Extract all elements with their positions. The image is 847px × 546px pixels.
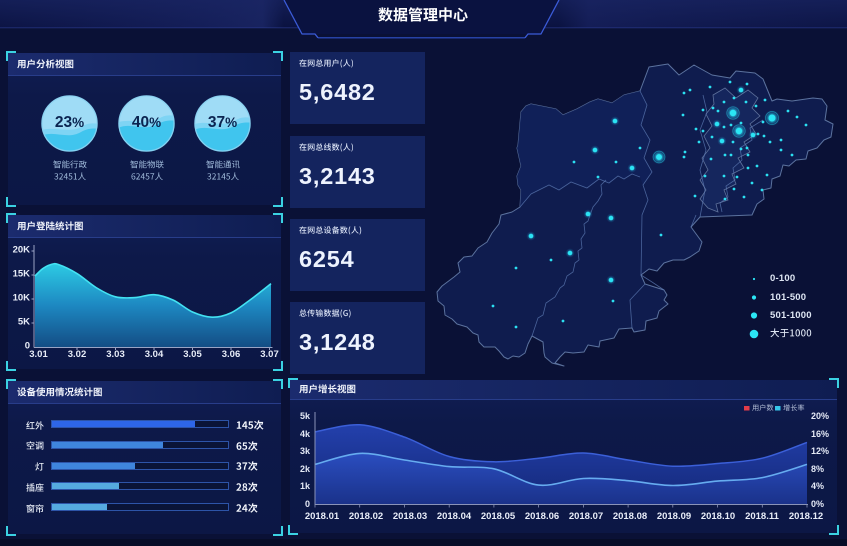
svg-text:2018.11: 2018.11 — [745, 511, 780, 522]
svg-text:3.02: 3.02 — [68, 349, 87, 360]
svg-text:4%: 4% — [811, 481, 824, 491]
svg-text:0%: 0% — [811, 499, 824, 509]
svg-text:8%: 8% — [811, 464, 824, 474]
svg-text:3k: 3k — [300, 446, 311, 456]
svg-text:20%: 20% — [811, 411, 829, 421]
svg-text:2018.08: 2018.08 — [613, 511, 647, 522]
svg-text:2018.02: 2018.02 — [349, 511, 383, 522]
svg-text:5k: 5k — [300, 411, 311, 421]
svg-text:1k: 1k — [300, 481, 311, 491]
svg-text:16%: 16% — [811, 429, 829, 439]
svg-text:2018.01: 2018.01 — [305, 511, 340, 522]
svg-text:3.06: 3.06 — [222, 349, 241, 360]
svg-text:3.03: 3.03 — [106, 349, 125, 360]
svg-text:2018.06: 2018.06 — [525, 511, 559, 522]
svg-text:12%: 12% — [811, 446, 829, 456]
svg-text:5K: 5K — [18, 317, 30, 328]
svg-text:3.07: 3.07 — [260, 349, 279, 360]
svg-text:4k: 4k — [300, 429, 311, 439]
svg-text:2018.07: 2018.07 — [569, 511, 603, 522]
svg-text:0: 0 — [25, 341, 30, 352]
svg-text:2018.03: 2018.03 — [393, 511, 427, 522]
svg-text:15K: 15K — [13, 269, 31, 280]
svg-text:3.04: 3.04 — [145, 349, 164, 360]
svg-text:10K: 10K — [13, 293, 31, 304]
svg-text:2018.09: 2018.09 — [657, 511, 691, 522]
svg-text:3.01: 3.01 — [29, 349, 48, 360]
svg-text:0: 0 — [305, 499, 310, 509]
svg-text:2k: 2k — [300, 464, 311, 474]
svg-text:2018.12: 2018.12 — [789, 511, 823, 522]
svg-text:3.05: 3.05 — [183, 349, 202, 360]
svg-text:2018.04: 2018.04 — [437, 511, 472, 522]
svg-text:2018.05: 2018.05 — [481, 511, 516, 522]
svg-text:20K: 20K — [13, 245, 31, 256]
svg-text:2018.10: 2018.10 — [701, 511, 735, 522]
